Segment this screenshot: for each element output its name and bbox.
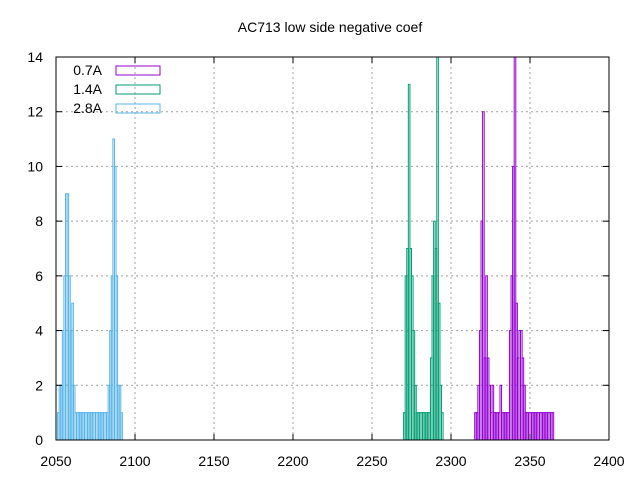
legend-swatch — [115, 84, 161, 95]
plot-border — [55, 56, 610, 441]
legend-swatch — [115, 103, 161, 114]
y-tick-label: 2 — [35, 377, 43, 393]
x-tick-label: 2350 — [514, 453, 545, 469]
y-tick-label: 4 — [35, 323, 43, 339]
y-tick-label: 12 — [27, 104, 43, 120]
chart-title: AC713 low side negative coef — [238, 19, 423, 35]
y-tick-label: 6 — [35, 268, 43, 284]
histogram-bar — [551, 412, 555, 441]
y-tick-label: 8 — [35, 213, 43, 229]
histogram-bars — [57, 56, 555, 441]
x-tick-label: 2400 — [593, 453, 624, 469]
x-tick-label: 2150 — [198, 453, 229, 469]
legend-label: 2.8A — [73, 100, 102, 116]
x-tick-label: 2100 — [119, 453, 150, 469]
legend-label: 0.7A — [73, 62, 102, 78]
histogram-bar — [120, 412, 123, 441]
y-tick-label: 10 — [27, 158, 43, 174]
legend-label: 1.4A — [73, 81, 102, 97]
axis-ticks: 2050 2100 2150 2200 2250 2300 2350 2400 0 2 4 6 8 10 1… — [27, 49, 624, 469]
x-tick-label: 2250 — [356, 453, 387, 469]
y-tick-label: 0 — [35, 432, 43, 448]
legend-swatch — [115, 65, 161, 76]
x-tick-label: 2200 — [277, 453, 308, 469]
x-tick-label: 2300 — [435, 453, 466, 469]
x-tick-label: 2050 — [40, 453, 71, 469]
y-tick-label: 14 — [27, 49, 43, 65]
histogram-bar — [441, 412, 444, 441]
legend: 0.7A 1.4A 2.8A — [73, 62, 161, 116]
grid-lines — [56, 57, 609, 440]
